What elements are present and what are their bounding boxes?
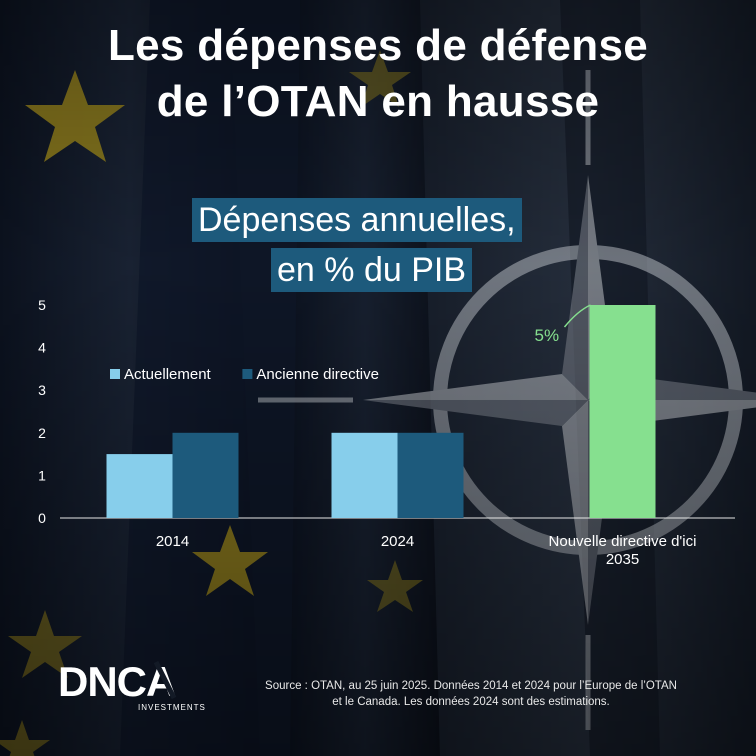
y-tick-label: 4 (38, 340, 46, 356)
y-tick-label: 2 (38, 425, 46, 441)
annotation-leader-line (563, 304, 591, 328)
bar-ancienne-directive-1 (397, 432, 464, 518)
bar-ancienne-directive-0 (172, 432, 239, 518)
logo-slash-mark (153, 660, 177, 700)
legend-swatch (242, 369, 253, 379)
dnca-logo: DNCA INVESTMENTS (58, 658, 206, 712)
annotation-label: 5% (535, 326, 560, 345)
headline: Les dépenses de défense de l’OTAN en hau… (0, 18, 756, 130)
bar-nouvelle-directive-2 (589, 305, 656, 518)
y-tick-label: 5 (38, 297, 46, 313)
legend-swatch (110, 369, 120, 379)
bar-actuellement-0 (106, 454, 173, 518)
x-tick-label: 2035 (606, 551, 639, 568)
legend-label: Ancienne directive (256, 366, 379, 383)
source-line-2: et le Canada. Les données 2024 sont des … (332, 696, 610, 708)
x-tick-label: 2024 (381, 533, 414, 550)
headline-line-1: Les dépenses de défense (107, 21, 648, 70)
source-note: Source : OTAN, au 25 juin 2025. Données … (225, 678, 717, 710)
chart-subtitle-line-2: en % du PIB (271, 248, 473, 292)
y-tick-label: 0 (38, 510, 46, 526)
legend-label: Actuellement (124, 366, 212, 383)
source-line-1: Source : OTAN, au 25 juin 2025. Données … (265, 680, 677, 692)
headline-line-2: de l’OTAN en hausse (156, 77, 600, 126)
y-tick-label: 3 (38, 382, 46, 398)
logo-tagline: INVESTMENTS (138, 703, 206, 712)
y-tick-label: 1 (38, 467, 46, 483)
x-tick-label: 2014 (156, 533, 189, 550)
chart-subtitle-line-1: Dépenses annuelles, (192, 198, 522, 242)
x-tick-label: Nouvelle directive d'ici (549, 533, 697, 550)
bar-actuellement-1 (331, 432, 398, 518)
